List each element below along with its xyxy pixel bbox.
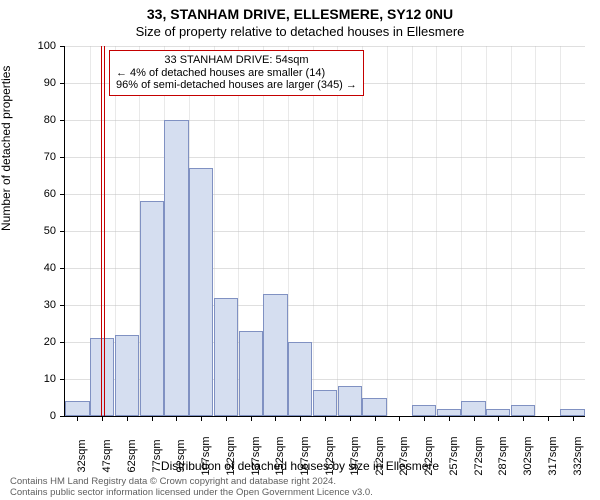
x-axis-label: Distribution of detached houses by size … [0, 459, 600, 473]
y-tick-label: 20 [44, 336, 56, 348]
footer-attribution: Contains HM Land Registry data © Crown c… [10, 477, 373, 498]
histogram-bar [239, 331, 263, 416]
footer-line-1: Contains HM Land Registry data © Crown c… [10, 477, 373, 487]
y-tick-label: 90 [44, 77, 56, 89]
histogram-bar [115, 335, 139, 416]
histogram-bar [338, 386, 362, 416]
page-title: 33, STANHAM DRIVE, ELLESMERE, SY12 0NU [0, 6, 600, 22]
footer-line-2: Contains public sector information licen… [10, 488, 373, 498]
histogram-bar [164, 120, 188, 416]
histogram-bar [362, 398, 386, 417]
histogram-bar [288, 342, 312, 416]
annotation-line: ← 4% of detached houses are smaller (14) [116, 67, 357, 80]
y-tick-label: 70 [44, 151, 56, 163]
histogram-bar [486, 409, 510, 416]
reference-line [104, 46, 105, 416]
annotation-line: 33 STANHAM DRIVE: 54sqm [116, 54, 357, 67]
y-tick-label: 10 [44, 373, 56, 385]
histogram-bar [412, 405, 436, 416]
y-tick-label: 0 [50, 410, 56, 422]
y-tick-label: 80 [44, 114, 56, 126]
y-tick-labels: 0102030405060708090100 [0, 46, 60, 416]
y-tick-label: 30 [44, 299, 56, 311]
histogram-bar [214, 298, 238, 416]
histogram-bar [140, 201, 164, 416]
annotation-box: 33 STANHAM DRIVE: 54sqm← 4% of detached … [109, 50, 364, 96]
histogram-bar [263, 294, 287, 416]
histogram-bar [313, 390, 337, 416]
y-tick-label: 40 [44, 262, 56, 274]
histogram-bar [560, 409, 584, 416]
histogram-bar [189, 168, 213, 416]
histogram-bar [65, 401, 89, 416]
histogram-plot: 33 STANHAM DRIVE: 54sqm← 4% of detached … [64, 46, 585, 417]
annotation-line: 96% of semi-detached houses are larger (… [116, 79, 357, 92]
y-tick-label: 50 [44, 225, 56, 237]
y-tick-label: 100 [38, 40, 56, 52]
histogram-bar [461, 401, 485, 416]
histogram-bar [511, 405, 535, 416]
reference-line [101, 46, 102, 416]
histogram-bar [437, 409, 461, 416]
page-subtitle: Size of property relative to detached ho… [0, 24, 600, 39]
y-tick-label: 60 [44, 188, 56, 200]
